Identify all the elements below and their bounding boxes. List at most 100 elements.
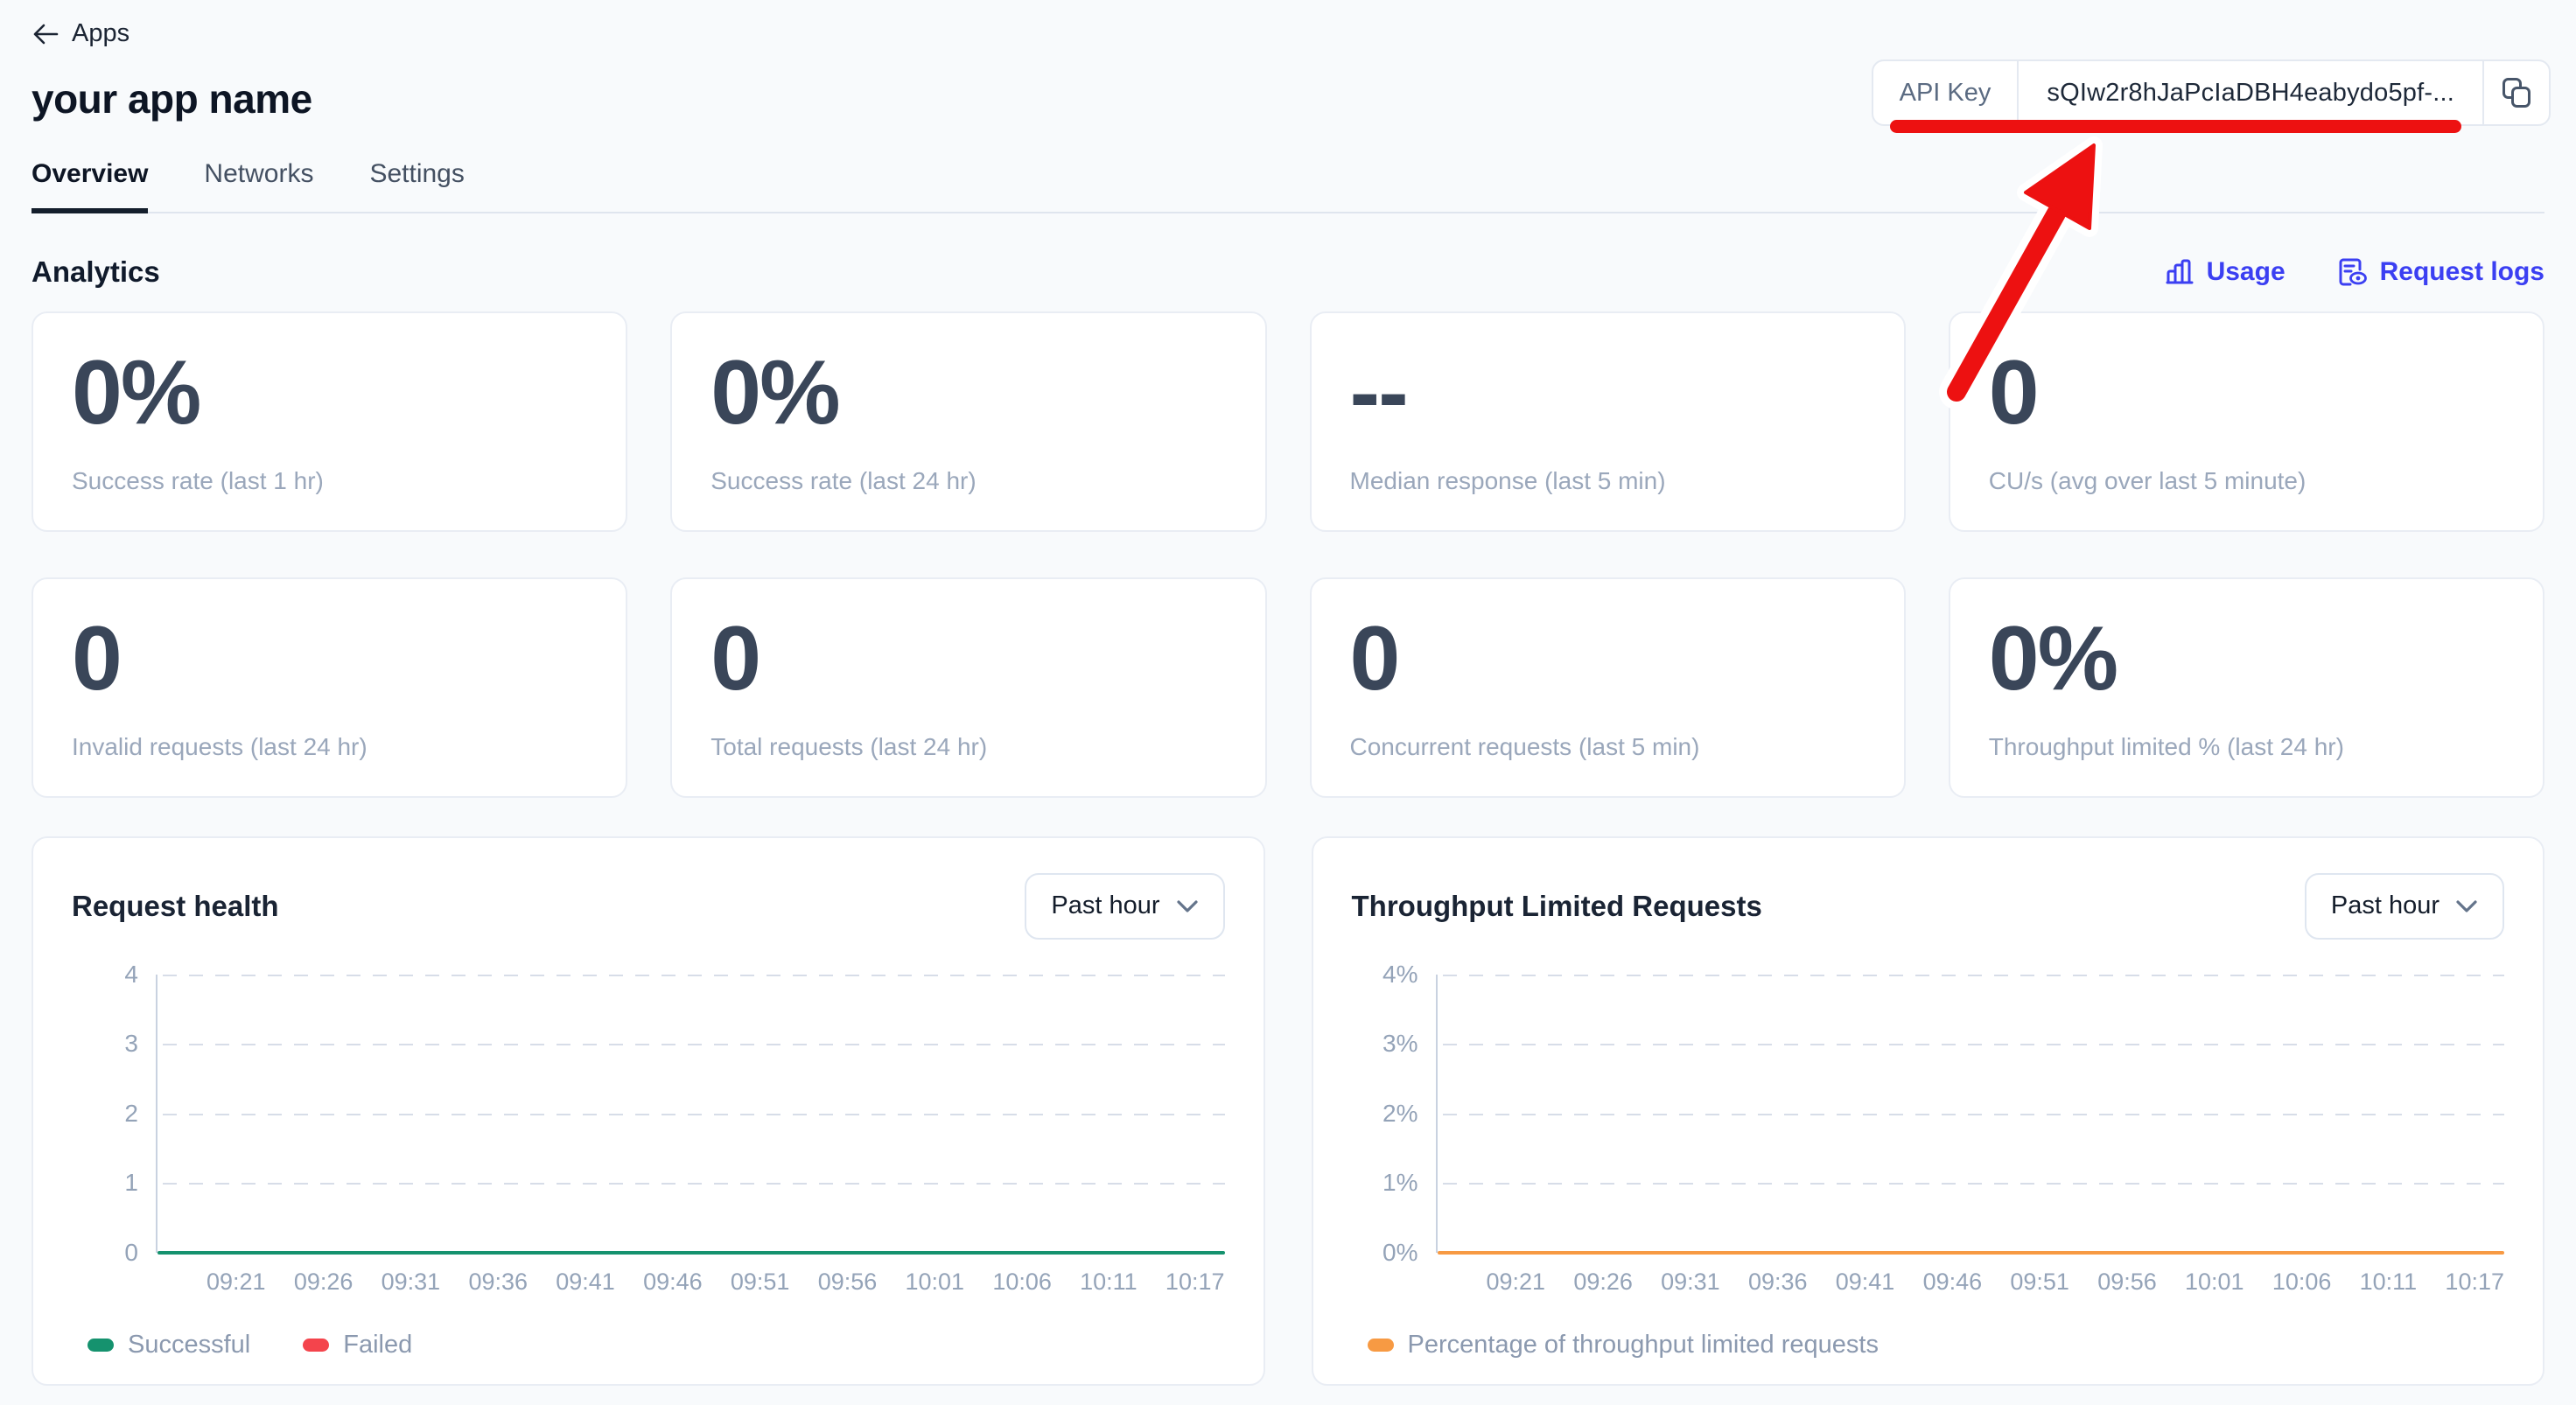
chart-legend: Successful Failed (88, 1331, 1225, 1360)
legend-swatch-icon (88, 1338, 114, 1352)
x-tick: 09:36 (1747, 1268, 1808, 1295)
gridline (163, 974, 1225, 976)
stat-card: 0% Success rate (last 1 hr) (32, 311, 628, 532)
x-tick: 10:01 (2185, 1268, 2244, 1295)
stat-label: Total requests (last 24 hr) (710, 732, 988, 760)
x-tick: 09:26 (293, 1268, 354, 1295)
x-tick: 10:11 (1080, 1268, 1138, 1295)
stat-card: 0 CU/s (avg over last 5 minute) (1948, 311, 2544, 532)
y-tick: 0% (1382, 1238, 1418, 1266)
stat-card: 0 Total requests (last 24 hr) (670, 577, 1267, 798)
legend-label: Successful (128, 1330, 251, 1359)
gridline (163, 1113, 1225, 1115)
gridline (163, 1183, 1225, 1185)
gridline (1442, 1044, 2504, 1045)
tab-settings[interactable]: Settings (369, 158, 465, 188)
gridline (1442, 974, 2504, 976)
api-key-widget: API Key sQIw2r8hJaPcIaDBH4eabydo5pf-... (1871, 59, 2551, 126)
y-tick: 2 (124, 1099, 138, 1127)
x-tick: 09:36 (468, 1268, 528, 1295)
stat-value: 0% (72, 341, 201, 444)
x-tick: 09:31 (1661, 1268, 1720, 1295)
page-title: your app name (32, 75, 312, 122)
stat-label: CU/s (avg over last 5 minute) (1988, 466, 2306, 494)
chart-card: Request health Past hour 4 3 2 1 0 09:21 09:2… (32, 835, 1265, 1386)
tab-networks[interactable]: Networks (204, 158, 314, 188)
plot-area (1435, 974, 2504, 1255)
x-tick: 09:46 (1922, 1268, 1983, 1295)
x-tick: 10:06 (992, 1268, 1052, 1295)
stats-grid: 0% Success rate (last 1 hr) 0% Success r… (32, 311, 2544, 798)
stat-value: 0 (72, 607, 122, 709)
copy-icon (2502, 78, 2530, 108)
stat-label: Median response (last 5 min) (1349, 466, 1666, 494)
stat-value: -- (1349, 341, 1409, 444)
stat-value: 0% (1988, 607, 2118, 709)
y-tick: 1 (124, 1169, 138, 1196)
x-tick: 09:56 (2097, 1268, 2157, 1295)
y-axis-labels: 4% 3% 2% 1% 0% (1352, 961, 1436, 1266)
x-tick: 09:21 (1486, 1268, 1546, 1295)
x-tick: 09:26 (1573, 1268, 1633, 1295)
request-logs-link[interactable]: Request logs (2336, 256, 2544, 288)
x-tick: 09:31 (381, 1268, 441, 1295)
y-tick: 3 (124, 1030, 138, 1057)
stat-value: 0 (1349, 607, 1401, 709)
bar-chart-icon (2165, 257, 2194, 287)
x-tick: 09:56 (817, 1268, 878, 1295)
x-axis-labels: 09:21 09:26 09:31 09:36 09:41 09:46 09:51 09:56… (158, 1269, 1225, 1296)
x-tick: 10:17 (1165, 1268, 1225, 1295)
tabs: Overview Networks Settings (32, 159, 2544, 213)
gridline (1442, 1183, 2504, 1185)
stat-value: 0 (710, 607, 761, 709)
y-tick: 0 (124, 1238, 138, 1266)
time-range-dropdown[interactable]: Past hour (1025, 872, 1225, 940)
time-range-dropdown[interactable]: Past hour (2304, 872, 2504, 940)
legend-swatch-icon (1367, 1338, 1394, 1352)
plot-area (156, 974, 1225, 1255)
x-tick: 09:41 (556, 1268, 615, 1295)
api-key-value: sQIw2r8hJaPcIaDBH4eabydo5pf-... (2047, 78, 2454, 107)
x-tick: 09:21 (206, 1268, 266, 1295)
y-tick: 3% (1382, 1030, 1418, 1057)
copy-api-key-button[interactable] (2482, 61, 2549, 124)
legend-item: Successful (88, 1331, 250, 1360)
x-tick: 09:51 (730, 1268, 790, 1295)
analytics-heading: Analytics (32, 255, 160, 288)
back-to-apps-link[interactable]: Apps (32, 0, 130, 48)
x-tick: 10:06 (2272, 1268, 2332, 1295)
annotation-underline (1890, 120, 2461, 133)
x-tick: 09:41 (1835, 1268, 1895, 1295)
data-line (1437, 1250, 2504, 1255)
stat-label: Invalid requests (last 24 hr) (72, 732, 368, 760)
stat-value: 0 (1988, 341, 2040, 444)
tab-overview[interactable]: Overview (32, 159, 149, 213)
chevron-down-icon (2456, 899, 2477, 912)
data-line (158, 1250, 1225, 1255)
chart-title: Request health (72, 889, 279, 922)
stat-card: 0% Success rate (last 24 hr) (670, 311, 1267, 532)
legend-item: Percentage of throughput limited request… (1367, 1330, 1879, 1360)
usage-link[interactable]: Usage (2165, 256, 2286, 288)
api-key-label: API Key (1873, 61, 2020, 124)
request-logs-icon (2336, 256, 2368, 288)
x-tick: 10:11 (2359, 1268, 2418, 1295)
x-axis-labels: 09:21 09:26 09:31 09:36 09:41 09:46 09:51 09:56… (1438, 1269, 2505, 1296)
y-axis-labels: 4 3 2 1 0 (72, 961, 156, 1266)
stat-card: -- Median response (last 5 min) (1309, 311, 1906, 532)
stat-value: 0% (710, 341, 840, 444)
legend-swatch-icon (303, 1338, 330, 1352)
analytics-header-row: Analytics Usage Request logs (32, 255, 2544, 289)
stat-label: Success rate (last 1 hr) (72, 466, 324, 494)
chart-legend: Percentage of throughput limited request… (1367, 1330, 2505, 1360)
gridline (163, 1044, 1225, 1045)
stat-card: 0 Invalid requests (last 24 hr) (32, 577, 628, 798)
legend-label: Percentage of throughput limited request… (1407, 1330, 1879, 1359)
y-tick: 2% (1382, 1099, 1418, 1127)
x-tick: 10:01 (905, 1268, 965, 1295)
time-range-value: Past hour (1051, 891, 1160, 919)
back-arrow-icon (33, 24, 59, 44)
stat-label: Throughput limited % (last 24 hr) (1988, 732, 2344, 760)
y-tick: 4 (124, 960, 138, 988)
